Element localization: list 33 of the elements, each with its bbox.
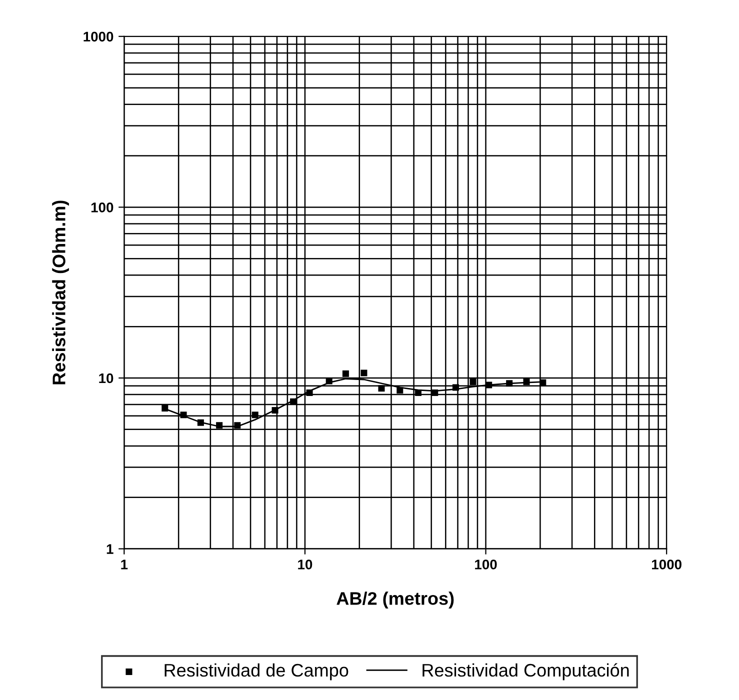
point — [252, 412, 258, 418]
y-tick-label: 1 — [106, 544, 114, 554]
point — [470, 378, 476, 386]
y-tick-label: 100 — [91, 202, 114, 212]
point — [360, 370, 368, 376]
y-tick-label: 10 — [99, 373, 114, 384]
point — [216, 422, 223, 429]
y-axis-title: Resistividad (Ohm.m) — [52, 200, 69, 384]
point — [234, 422, 241, 429]
point — [197, 419, 204, 426]
point — [272, 407, 278, 414]
legend-label: Resistividad Computación — [422, 663, 629, 680]
x-axis-title: AB/2 (metros) — [336, 592, 454, 608]
point — [396, 387, 404, 394]
point — [452, 384, 459, 391]
point — [378, 385, 385, 392]
point — [486, 382, 492, 388]
point — [326, 378, 332, 384]
point — [540, 379, 546, 386]
x-tick-label: 100 — [475, 560, 497, 570]
x-tick-label: 1000 — [652, 560, 682, 570]
legend-label: Resistividad de Campo — [164, 663, 348, 680]
point — [342, 370, 349, 377]
point — [306, 389, 313, 396]
point — [180, 412, 187, 418]
point — [506, 380, 513, 387]
x-tick-label: 10 — [298, 560, 312, 570]
y-tick-label: 1000 — [84, 32, 114, 42]
point — [162, 405, 168, 412]
point — [523, 378, 530, 386]
x-tick-label: 1 — [121, 560, 128, 570]
point — [414, 389, 422, 396]
point — [432, 389, 438, 396]
